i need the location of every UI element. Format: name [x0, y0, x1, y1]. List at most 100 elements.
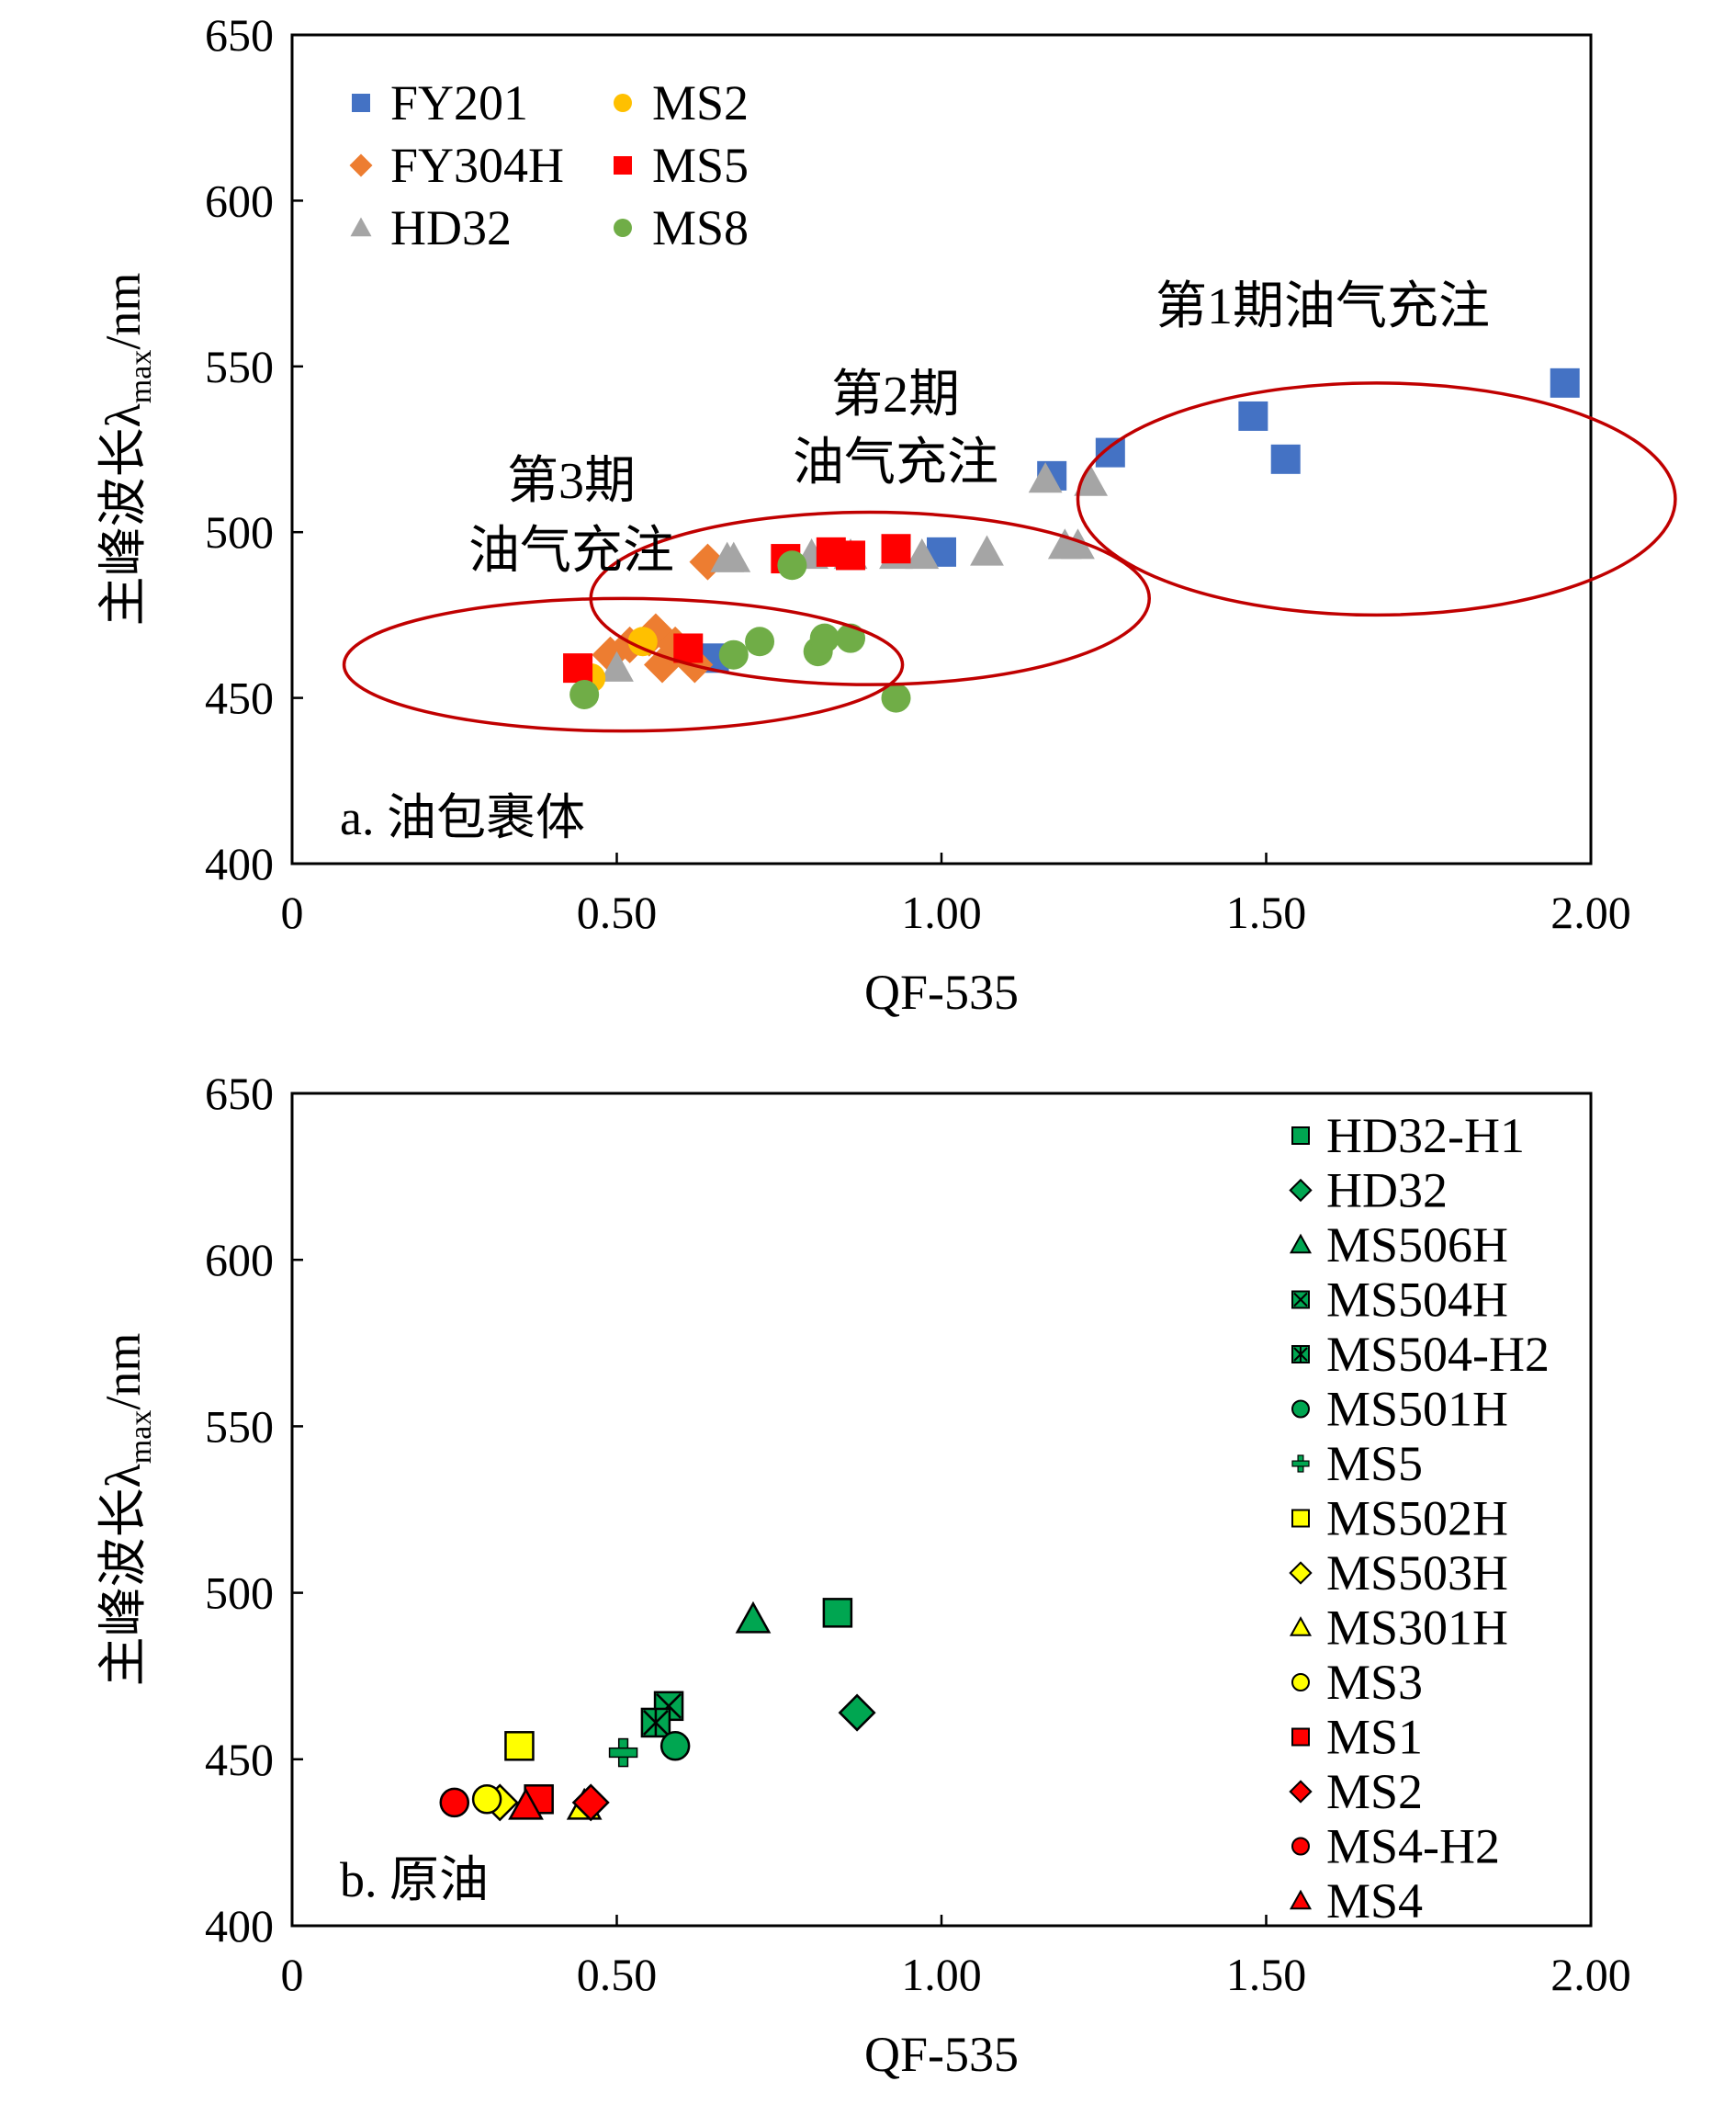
x-tick-label: 1.50	[1226, 1949, 1307, 2000]
legend-marker-ms1	[1291, 1727, 1310, 1747]
legend-label-ms8: MS8	[652, 200, 749, 255]
legend-marker-ms503h	[1289, 1561, 1313, 1585]
legend-label-hd32: HD32	[1326, 1163, 1448, 1218]
x-tick-label: 0	[281, 887, 304, 938]
point-hd32-h1	[822, 1598, 853, 1628]
legend-marker-hd32-h1	[1291, 1126, 1310, 1145]
point-hd32	[905, 538, 940, 570]
x-axis-label: QF-535	[864, 965, 1019, 1020]
legend-marker-fy304h	[349, 153, 373, 177]
legend-marker-hd32	[350, 217, 372, 237]
point-hd32	[970, 535, 1004, 566]
legend-marker-ms3	[1291, 1673, 1310, 1691]
x-tick-label: 0.50	[577, 1949, 658, 2000]
charging-stage-3-label: 第3期	[507, 453, 636, 510]
legend-marker-hd32	[1289, 1178, 1313, 1203]
point-ms5	[563, 653, 593, 684]
panel-b-scatter-chart: 400 450 500 550 600 650 0 0.50 1.00 1.50 2.00 QF-53…	[96, 1068, 1631, 2082]
point-ms504-h2	[640, 1707, 671, 1738]
point-fy201	[1095, 437, 1125, 468]
charging-stage-3-label: 油气充注	[468, 523, 674, 580]
point-ms501h	[659, 1731, 691, 1761]
point-fy201	[1270, 444, 1301, 474]
legend-label-fy201: FY201	[390, 75, 528, 130]
point-hd32	[600, 650, 634, 682]
legend-label-ms4: MS4	[1326, 1873, 1423, 1929]
point-fy201	[1238, 401, 1268, 431]
y-axis-label-main: 主峰波长λ	[96, 403, 151, 626]
point-ms502h	[504, 1731, 535, 1761]
x-tick-label: 0.50	[577, 887, 658, 938]
y-tick-label: 600	[205, 175, 274, 226]
point-ms8	[809, 623, 840, 653]
legend-label-ms502h: MS502H	[1326, 1491, 1508, 1546]
y-tick-label: 500	[205, 1567, 274, 1619]
legend-marker-ms4-h2	[1291, 1837, 1310, 1856]
point-ms2	[571, 1783, 610, 1822]
point-ms8	[777, 550, 807, 581]
legend-marker-ms504h	[1291, 1290, 1310, 1309]
legend-label-fy304h: FY304H	[390, 138, 564, 193]
charging-stage-3-ellipse	[342, 596, 905, 733]
point-hd32	[1061, 528, 1095, 560]
legend: FY201 FY304H HD32 MS2 MS5 MS8	[349, 75, 749, 255]
point-ms8	[569, 679, 600, 709]
y-axis-label-subscript: max	[124, 1410, 158, 1465]
legend-marker-ms502h	[1291, 1509, 1310, 1528]
y-tick-label: 650	[205, 1068, 274, 1119]
x-tick-label: 1.50	[1226, 887, 1307, 938]
y-axis-label-unit: /nm	[96, 273, 151, 350]
y-tick-label: 450	[205, 673, 274, 724]
legend-label-ms1: MS1	[1326, 1710, 1423, 1765]
legend-marker-ms501h	[1291, 1399, 1310, 1419]
legend-label-hd32: HD32	[390, 200, 512, 255]
legend-label-ms5: MS5	[1326, 1436, 1423, 1491]
y-axis-label: 主峰波长λmax/nm	[96, 1333, 158, 1687]
x-tick-label: 1.00	[901, 887, 982, 938]
point-ms8	[718, 639, 749, 670]
legend-label-ms504h: MS504H	[1326, 1273, 1508, 1328]
legend-marker-ms2	[1289, 1780, 1313, 1804]
point-hd32	[1074, 465, 1109, 496]
legend-label-ms506h: MS506H	[1326, 1217, 1508, 1273]
legend-marker-fy201	[352, 94, 370, 112]
legend-marker-ms504-h2	[1291, 1345, 1310, 1363]
x-tick-label: 2.00	[1550, 1949, 1631, 2000]
x-tick-label: 2.00	[1550, 887, 1631, 938]
legend-label-ms501h: MS501H	[1326, 1382, 1508, 1437]
point-ms2	[627, 627, 658, 657]
y-axis-label: 主峰波长λmax/nm	[96, 273, 158, 627]
point-ms4-h2	[439, 1787, 469, 1818]
point-hd32	[1028, 462, 1063, 493]
legend-label-ms503h: MS503H	[1326, 1545, 1508, 1601]
point-ms506h	[735, 1601, 772, 1634]
y-tick-label: 400	[205, 1900, 274, 1951]
legend-label-ms301h: MS301H	[1326, 1601, 1508, 1656]
charging-stage-1-label: 第1期油气充注	[1155, 278, 1490, 335]
legend-label-ms2: MS2	[1326, 1764, 1423, 1819]
y-tick-label: 450	[205, 1734, 274, 1785]
legend-label-ms4-h2: MS4-H2	[1326, 1819, 1500, 1874]
point-hd32	[716, 541, 751, 572]
point-ms8	[745, 627, 775, 657]
x-tick-label: 1.00	[901, 1949, 982, 2000]
point-fy201	[1550, 368, 1580, 398]
y-tick-label: 500	[205, 506, 274, 558]
point-ms5	[836, 540, 866, 571]
y-tick-label: 600	[205, 1234, 274, 1285]
y-tick-label: 650	[205, 9, 274, 61]
legend-marker-ms506h	[1289, 1233, 1313, 1254]
y-axis-label-unit: /nm	[96, 1333, 151, 1410]
legend-marker-ms8	[614, 219, 632, 237]
y-axis-label-main: 主峰波长λ	[96, 1464, 151, 1686]
charging-stage-1-ellipse	[1076, 381, 1677, 617]
legend-label-ms2: MS2	[652, 75, 749, 130]
legend: HD32-H1HD32MS506HMS504HMS504-H2MS501HMS5…	[1289, 1108, 1550, 1929]
x-tick-label: 0	[281, 1949, 304, 2000]
legend-marker-ms4	[1289, 1889, 1313, 1910]
panel-a-scatter-chart: 400 450 500 550 600 650 0 0.50 1.00 1.50 2.00 QF-53…	[96, 9, 1677, 1020]
y-axis-label-subscript: max	[124, 350, 158, 404]
legend-label-ms3: MS3	[1326, 1655, 1423, 1710]
legend-label-ms504-h2: MS504-H2	[1326, 1327, 1550, 1382]
